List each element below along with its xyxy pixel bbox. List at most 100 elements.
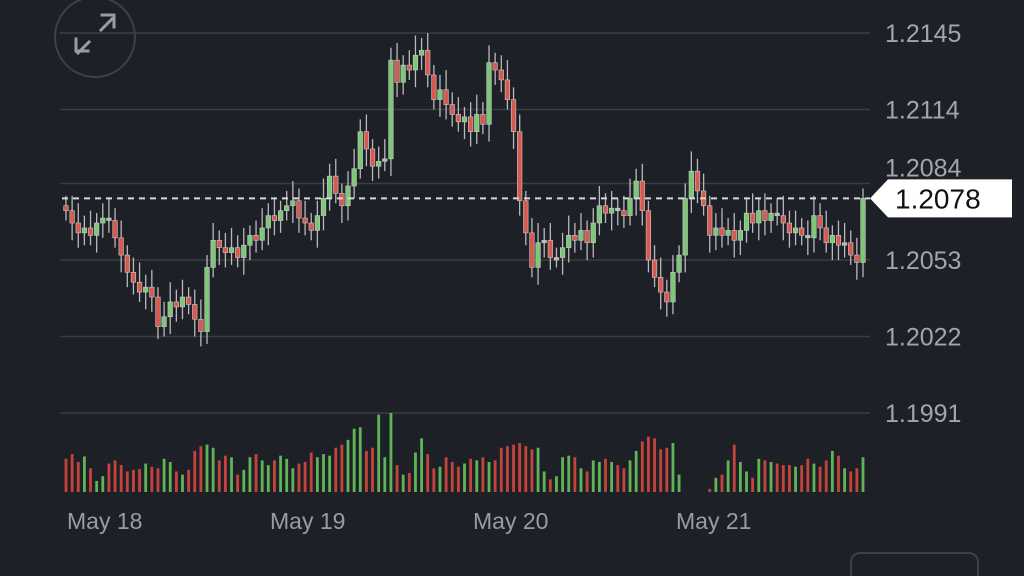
candle-body — [186, 296, 192, 305]
volume-bar — [567, 455, 571, 492]
candle-body — [130, 272, 137, 283]
volume-bar — [634, 450, 638, 492]
volume-bar — [450, 461, 454, 492]
candle-body — [780, 215, 786, 224]
candle-body — [412, 54, 419, 71]
candle-body — [461, 116, 468, 123]
candle-body — [136, 281, 143, 293]
candle-body — [118, 237, 124, 256]
volume-bar — [714, 477, 718, 492]
volume-bar — [518, 443, 522, 492]
candle-body — [192, 304, 198, 320]
candle-body — [406, 64, 412, 71]
candle-body — [694, 170, 701, 192]
volume-bar — [548, 479, 552, 492]
candle-body — [743, 212, 750, 231]
volume-bar — [757, 458, 761, 492]
volume-bar — [297, 463, 301, 492]
candle-body — [559, 247, 566, 258]
candle-body — [277, 210, 284, 221]
candle-body — [651, 259, 658, 278]
volume-bar — [604, 458, 607, 492]
candle-body — [572, 235, 578, 241]
candle-body — [541, 239, 547, 244]
candle-body — [69, 210, 75, 224]
candle-body — [682, 198, 688, 256]
candle-body — [222, 247, 229, 253]
volume-bar — [769, 461, 773, 492]
y-tick-label: 1.2022 — [885, 324, 961, 352]
bottom-control-button[interactable] — [850, 552, 979, 576]
y-tick-label: 1.2114 — [885, 96, 960, 124]
volume-bar — [187, 469, 191, 492]
candle-body — [425, 49, 431, 76]
volume-bar — [309, 452, 313, 492]
candle-body — [553, 257, 560, 261]
candle-body — [241, 244, 247, 258]
candle-body — [333, 175, 339, 194]
volume-bar — [616, 465, 620, 492]
candle-body — [731, 230, 737, 241]
volume-bar — [463, 463, 466, 492]
volume-bar — [861, 457, 865, 492]
expand-button-circle[interactable] — [54, 0, 136, 78]
candle-body — [756, 210, 762, 224]
candle-body — [87, 227, 94, 236]
candle-body — [737, 230, 743, 241]
candle-body — [75, 222, 81, 234]
candle-body — [198, 318, 204, 332]
candle-body — [602, 205, 609, 214]
volume-bars — [64, 413, 865, 492]
candle-body — [725, 230, 731, 236]
volume-bar — [561, 457, 564, 492]
candle-body — [290, 200, 296, 207]
candle-body — [302, 217, 308, 224]
volume-bar — [524, 446, 528, 492]
candle-body — [676, 254, 682, 273]
volume-bar — [812, 463, 816, 492]
candle-body — [609, 207, 615, 214]
volume-bar — [420, 438, 423, 492]
volume-bar — [193, 450, 197, 492]
volume-bar — [775, 463, 779, 492]
volume-bar — [95, 480, 99, 492]
volume-bar — [579, 468, 583, 492]
volume-bar — [64, 458, 68, 492]
x-tick-label: May 18 — [67, 508, 142, 534]
volume-bar — [469, 458, 473, 492]
volume-bar — [573, 457, 577, 492]
volume-bar — [168, 461, 172, 492]
volume-bar — [438, 466, 442, 492]
volume-bar — [346, 439, 350, 492]
volume-bar — [377, 414, 381, 492]
candle-body — [339, 193, 345, 207]
volume-bar — [181, 474, 184, 492]
candle-body — [161, 316, 167, 327]
candle-body — [327, 175, 333, 199]
volume-bar — [260, 460, 264, 492]
volume-bar — [113, 460, 117, 492]
candle-body — [486, 62, 492, 125]
candle-body — [645, 210, 652, 261]
candle-body — [155, 296, 161, 327]
candle-body — [106, 217, 112, 221]
volume-bar — [211, 447, 215, 492]
volume-bar — [89, 468, 92, 492]
volume-bar — [205, 444, 209, 492]
volume-bar — [444, 457, 448, 492]
volume-bar — [358, 427, 362, 492]
volume-bar — [236, 474, 240, 492]
volume-bar — [647, 436, 650, 492]
volume-bar — [512, 444, 515, 492]
candle-body — [633, 180, 639, 199]
volume-bar — [475, 460, 479, 492]
volume-bar — [254, 454, 258, 492]
y-tick-label: 1.2145 — [885, 20, 961, 48]
volume-bar — [285, 458, 289, 492]
volume-bar — [432, 468, 436, 492]
candle-body — [308, 222, 314, 231]
volume-bar — [266, 465, 270, 492]
expand-button[interactable] — [54, 0, 136, 78]
volume-bar — [125, 471, 129, 492]
